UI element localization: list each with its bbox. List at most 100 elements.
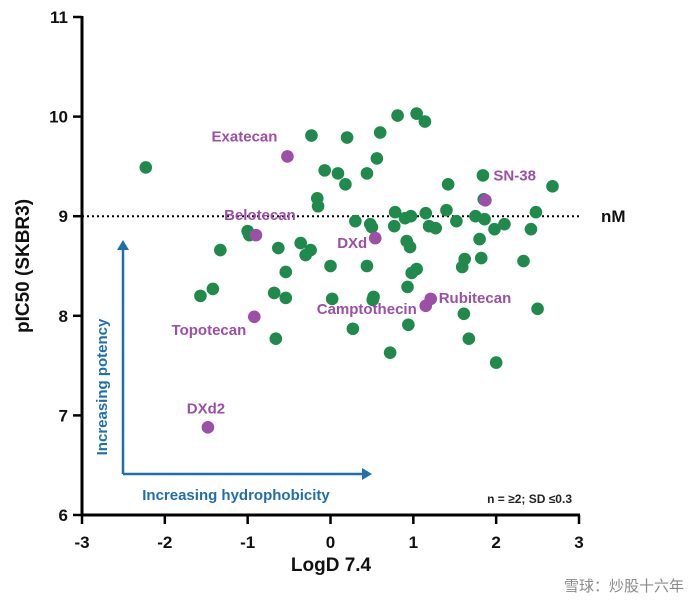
compound-point: [339, 178, 352, 191]
y-tick-label: 10: [49, 108, 68, 127]
footnote: n = ≥2; SD ≤0.3: [487, 492, 572, 506]
compound-point: [305, 129, 318, 142]
payload-label: Camptothecin: [317, 301, 417, 318]
compound-point: [517, 254, 530, 268]
compound-point: [450, 214, 463, 228]
compound-point: [360, 259, 374, 273]
compound-point: [478, 212, 491, 226]
compound-point: [139, 161, 153, 174]
reference-line-label: nM: [601, 207, 626, 226]
compound-point: [441, 178, 455, 191]
compound-point: [279, 265, 293, 279]
compound-point: [402, 318, 415, 332]
compound-point: [194, 289, 207, 303]
compound-point: [340, 131, 354, 144]
y-tick-label: 11: [50, 8, 68, 27]
y-axis-ticks: 6 7 8 9 10 11: [49, 8, 82, 525]
compound-point: [476, 169, 490, 182]
compound-point: [410, 107, 423, 120]
payload-point: [368, 231, 382, 245]
x-tick-label: 2: [491, 533, 500, 552]
compound-point: [388, 205, 402, 219]
payload-point: [424, 292, 438, 306]
compound-point: [346, 322, 360, 336]
compound-point: [546, 180, 559, 193]
hydrophobicity-arrow-label: Increasing hydrophobicity: [142, 487, 330, 504]
x-axis-ticks: -3 -2 -1 0 1 2 3: [74, 515, 584, 552]
payload-label: Rubitecan: [439, 290, 512, 307]
compound-point: [304, 243, 317, 257]
compound-point: [410, 262, 423, 276]
compound-point: [401, 280, 414, 294]
x-tick-label: 3: [574, 533, 583, 552]
y-tick-label: 9: [59, 207, 68, 226]
compound-point: [318, 164, 332, 177]
y-axis-title: pIC50 (SKBR3): [13, 199, 34, 333]
payload-label: Belotecan: [224, 207, 296, 224]
x-tick-label: 0: [326, 533, 335, 552]
compound-point: [404, 209, 418, 223]
compound-point: [294, 236, 307, 250]
payload-label: SN-38: [493, 167, 536, 184]
compound-point: [458, 252, 471, 266]
potency-arrow-label: Increasing potency: [94, 318, 111, 455]
payload-point: [201, 421, 215, 434]
compound-point: [349, 214, 362, 228]
payload-label: DXd2: [187, 400, 225, 417]
x-tick-label: 1: [409, 533, 418, 552]
compound-point: [489, 356, 503, 369]
compound-point: [370, 152, 384, 165]
potency-arrow-head: [117, 240, 129, 250]
compound-point: [331, 167, 345, 180]
compound-point: [365, 220, 379, 234]
compound-point: [387, 219, 401, 233]
compound-point: [367, 290, 380, 304]
compound-point: [418, 115, 432, 128]
compound-point: [473, 232, 486, 246]
payload-label: Exatecan: [212, 128, 278, 145]
compound-point: [419, 206, 433, 220]
compound-point: [440, 203, 453, 217]
compound-point: [462, 332, 476, 346]
payload-point: [479, 193, 492, 207]
payload-point: [249, 228, 263, 242]
payload-label: DXd: [337, 235, 367, 252]
compound-point: [360, 167, 374, 180]
compound-point: [272, 241, 285, 255]
compound-point: [488, 222, 501, 236]
watermark: 雪球：炒股十六年: [564, 577, 684, 595]
compound-point: [325, 292, 339, 306]
axes: -3 -2 -1 0 1 2 3 6 7 8 9 10 11: [49, 8, 584, 552]
compound-point: [373, 126, 387, 139]
compound-point: [474, 251, 488, 265]
x-axis-title: LogD 7.4: [291, 555, 372, 576]
compound-point: [206, 282, 220, 296]
data-points: [139, 107, 559, 434]
compound-point: [267, 286, 281, 300]
y-tick-label: 7: [59, 406, 68, 425]
y-tick-label: 6: [59, 506, 68, 525]
point-annotations: Exatecan Belotecan Topotecan DXd Camptotheci…: [172, 128, 536, 417]
compound-point: [498, 217, 511, 231]
compound-point: [457, 307, 471, 321]
compound-point: [214, 243, 227, 257]
payload-point: [247, 310, 261, 324]
x-tick-label: -1: [240, 533, 255, 552]
compound-point: [524, 222, 538, 236]
compound-point: [529, 205, 543, 219]
compound-point: [403, 240, 417, 254]
y-tick-label: 8: [59, 307, 68, 326]
compound-point: [311, 199, 325, 213]
hydrophobicity-arrow-head: [362, 468, 372, 480]
direction-arrows: Increasing potency Increasing hydrophobi…: [94, 240, 372, 504]
compound-point: [391, 109, 404, 122]
compound-point: [429, 221, 442, 235]
payload-label: Topotecan: [172, 322, 247, 339]
compound-point: [383, 346, 397, 359]
compound-point: [531, 302, 544, 316]
x-tick-label: -3: [74, 533, 89, 552]
x-tick-label: -2: [157, 533, 172, 552]
compound-point: [324, 259, 337, 273]
compound-point: [279, 291, 293, 305]
